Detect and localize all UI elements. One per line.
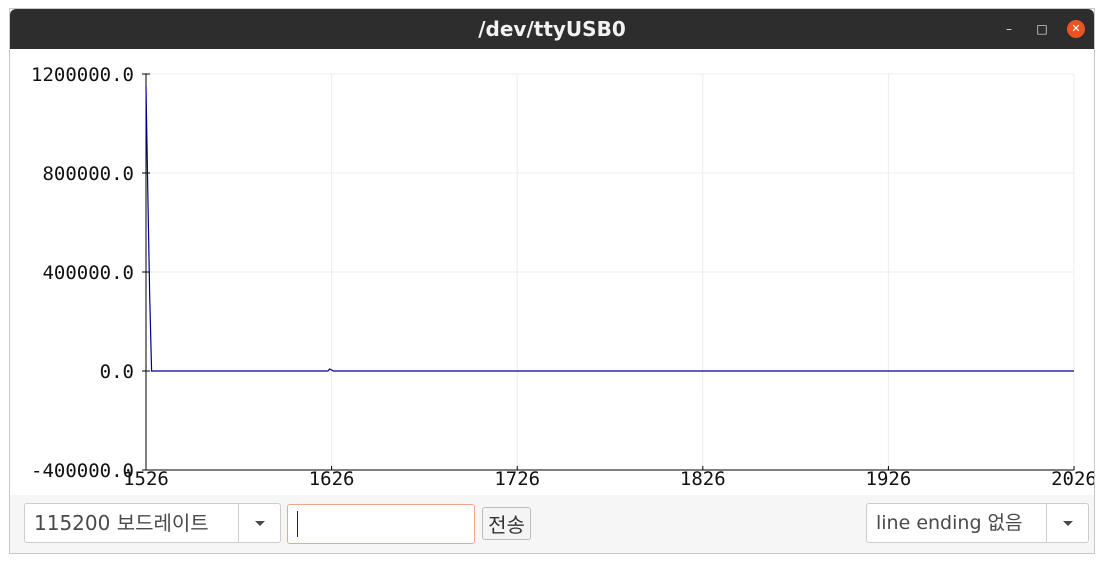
x-tick-label: 1526	[123, 468, 169, 490]
control-bar: 115200 보드레이트 전송 line ending 없음	[10, 495, 1094, 553]
send-button[interactable]: 전송	[482, 507, 531, 540]
y-tick-label: 0.0	[100, 361, 134, 383]
y-tick-label: 800000.0	[42, 163, 134, 185]
text-cursor	[297, 511, 298, 537]
line-ending-dropdown-button[interactable]	[1046, 504, 1088, 542]
chevron-down-icon	[255, 521, 265, 526]
baud-rate-dropdown-button[interactable]	[238, 504, 280, 542]
y-tick-label: 1200000.0	[31, 64, 134, 86]
line-ending-select[interactable]: line ending 없음	[866, 503, 1089, 543]
close-button[interactable]: ✕	[1067, 20, 1085, 38]
baud-rate-select[interactable]: 115200 보드레이트	[24, 503, 281, 543]
y-tick-label: -400000.0	[31, 460, 134, 482]
serial-plotter-window: /dev/ttyUSB0 – □ ✕ 1200000.0 800000.0 4000…	[9, 8, 1095, 554]
line-ending-value: line ending 없음	[876, 512, 1023, 534]
window-title: /dev/ttyUSB0	[478, 17, 626, 41]
x-tick-label: 1926	[866, 468, 912, 490]
series-line	[145, 86, 1074, 372]
chevron-down-icon	[1063, 521, 1073, 526]
x-tick-label: 1826	[680, 468, 726, 490]
plot-area: 1200000.0 800000.0 400000.0 0.0 -400000.0 152…	[10, 49, 1094, 495]
x-tick-label: 1626	[309, 468, 355, 490]
maximize-button[interactable]: □	[1036, 22, 1048, 36]
message-input[interactable]	[287, 504, 475, 544]
baud-rate-value: 115200 보드레이트	[34, 511, 209, 535]
minimize-button[interactable]: –	[1006, 22, 1012, 36]
title-bar[interactable]: /dev/ttyUSB0 – □ ✕	[10, 9, 1094, 49]
x-tick-label: 2026	[1051, 468, 1094, 490]
x-tick-label: 1726	[494, 468, 540, 490]
serial-plot: 1200000.0 800000.0 400000.0 0.0 -400000.0152…	[31, 64, 1094, 490]
y-tick-label: 400000.0	[42, 262, 134, 284]
